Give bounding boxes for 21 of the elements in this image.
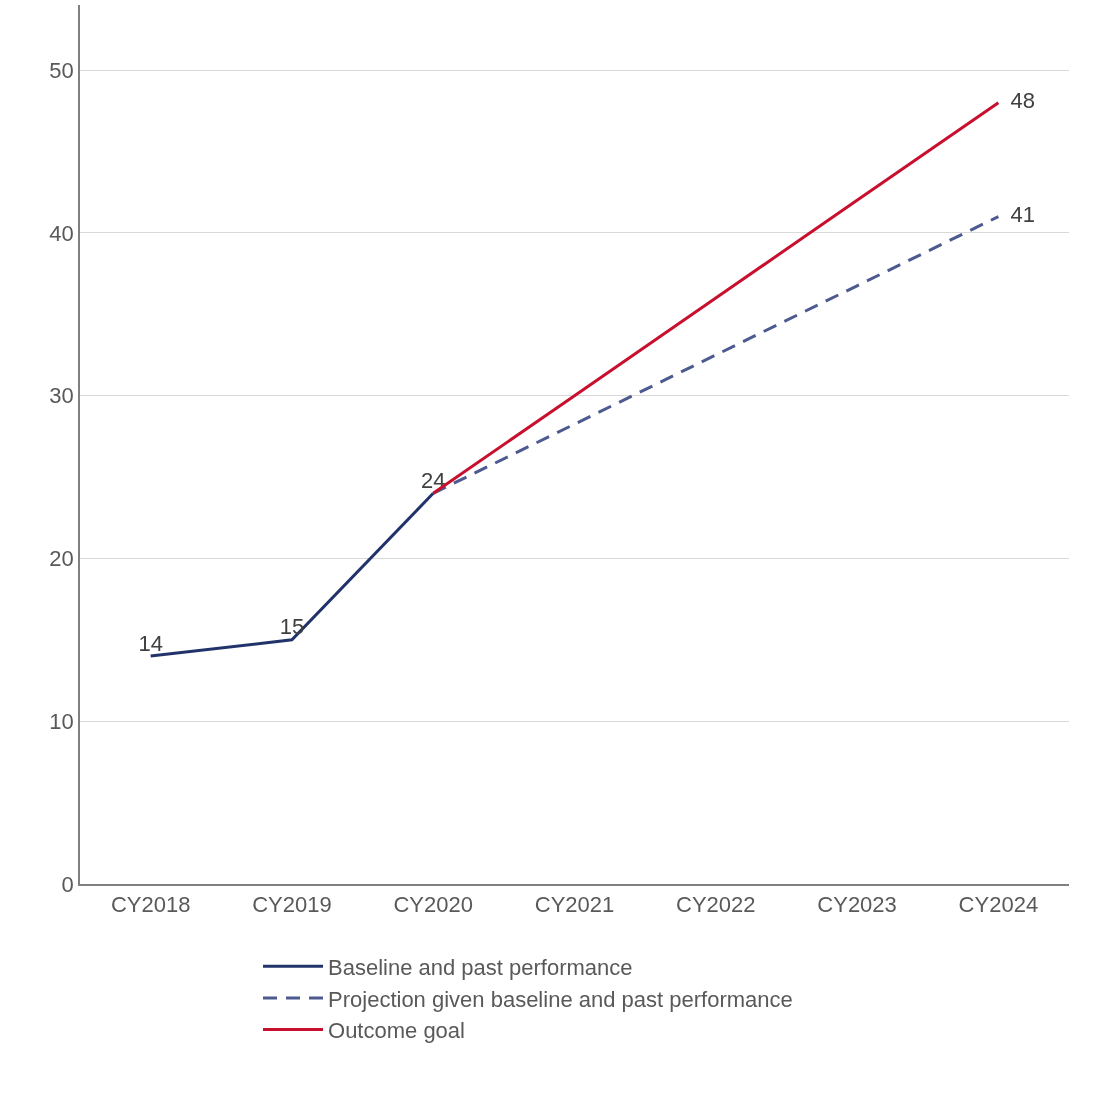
y-tick-label: 10 [49,708,74,734]
y-tick-label: 50 [49,57,74,83]
data-label: 41 [998,202,1036,228]
legend-label: Projection given baseline and past performance [328,986,793,1012]
data-label: 15 [279,614,305,640]
data-label: 48 [998,88,1036,114]
x-tick-label: CY2021 [534,892,615,918]
legend-label: Baseline and past performance [328,954,633,980]
x-tick-label: CY2020 [393,892,473,918]
data-label: 14 [138,630,163,656]
x-tick-label: CY2023 [817,892,897,918]
y-tick-label: 0 [61,871,74,897]
data-label: 24 [420,467,446,493]
x-tick-label: CY2019 [252,892,332,918]
x-tick-label: CY2022 [676,892,756,918]
y-tick-label: 20 [49,546,74,572]
y-tick-label: 40 [49,220,74,246]
x-tick-label: CY2018 [110,892,191,918]
y-tick-label: 30 [49,383,74,409]
x-tick-label: CY2024 [958,892,1039,918]
legend-label: Outcome goal [328,1018,465,1044]
